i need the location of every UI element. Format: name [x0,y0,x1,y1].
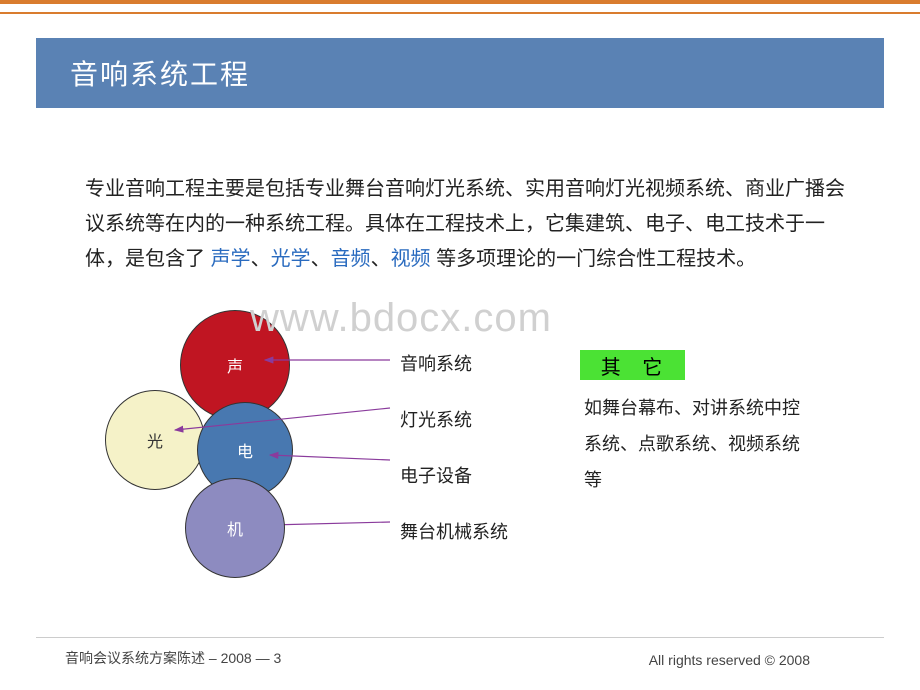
slide-title: 音响系统工程 [70,53,250,93]
label-stage-machinery: 舞台机械系统 [400,518,508,544]
hl-video: 视频 [391,248,431,270]
sep1: 、 [251,248,271,270]
hl-acoustics: 声学 [211,248,251,270]
top-accent-border [0,0,920,14]
footer-divider [36,637,884,638]
circle-机: 机 [185,478,285,578]
footer-left-text: 音响会议系统方案陈述 – 2008 — 3 [65,648,281,668]
other-title-box: 其 它 [580,350,685,380]
hl-optics: 光学 [271,248,311,270]
hl-audio: 音频 [331,248,371,270]
other-description: 如舞台幕布、对讲系统中控系统、点歌系统、视频系统等 [584,390,814,498]
circle-光: 光 [105,390,205,490]
sep2: 、 [311,248,331,270]
diagram-labels: 音响系统 灯光系统 电子设备 舞台机械系统 [400,350,508,574]
footer-right-text: All rights reserved © 2008 [649,652,810,668]
label-electronics: 电子设备 [400,462,508,488]
body-paragraph: 专业音响工程主要是包括专业舞台音响灯光系统、实用音响灯光视频系统、商业广播会议系… [85,172,845,277]
body-post: 等多项理论的一门综合性工程技术。 [431,248,757,270]
slide-title-bar: 音响系统工程 [36,38,884,108]
other-title: 其 它 [601,351,671,380]
label-sound-system: 音响系统 [400,350,508,376]
sep3: 、 [371,248,391,270]
label-lighting-system: 灯光系统 [400,406,508,432]
